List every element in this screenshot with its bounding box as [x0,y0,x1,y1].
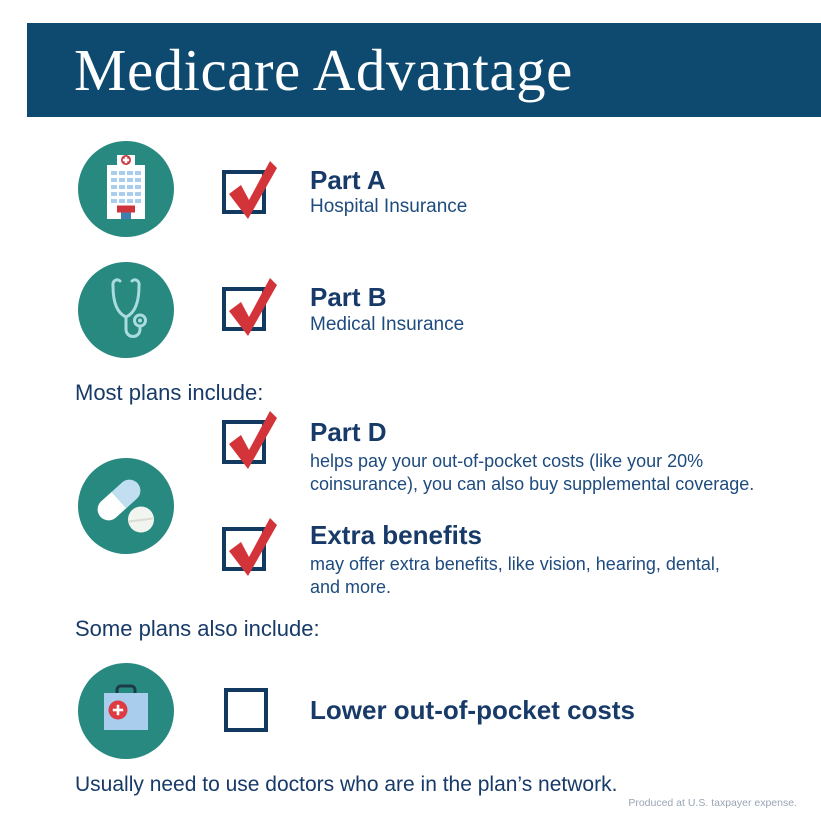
item-title-part-d: Part D [310,417,387,447]
checkbox-part-a[interactable] [222,161,277,219]
item-desc-part-d: helps pay your out-of-pocket costs (like… [310,451,755,494]
section-label-some-plans: Some plans also include: [75,616,320,641]
checkmark-icon [229,518,277,576]
checkmark-icon [229,278,277,336]
item-title-part-a: Part A [310,165,386,195]
header-band: Medicare Advantage [27,23,821,117]
checkbox-extra-benefits[interactable] [222,518,277,576]
section-label-most-plans: Most plans include: [75,380,264,405]
item-subtitle-part-b: Medical Insurance [310,314,465,335]
item-title-lower-costs: Lower out-of-pocket costs [310,695,636,725]
pills-icon [78,458,174,554]
item-title-part-b: Part B [310,282,387,312]
page-title: Medicare Advantage [74,36,573,103]
checkmark-icon [229,161,277,219]
item-desc-extra-benefits: may offer extra benefits, like vision, h… [310,554,720,597]
stethoscope-icon [78,262,174,358]
item-subtitle-part-a: Hospital Insurance [310,196,468,217]
attribution-text: Produced at U.S. taxpayer expense. [628,797,797,809]
item-title-extra-benefits: Extra benefits [310,520,482,550]
network-note: Usually need to use doctors who are in t… [75,773,618,796]
checkbox-lower-costs[interactable] [224,688,268,732]
first-aid-kit-icon [78,663,174,759]
hospital-icon [78,141,174,237]
checkbox-part-b[interactable] [222,278,277,336]
checkbox-part-d[interactable] [222,411,277,469]
checkmark-icon [229,411,277,469]
